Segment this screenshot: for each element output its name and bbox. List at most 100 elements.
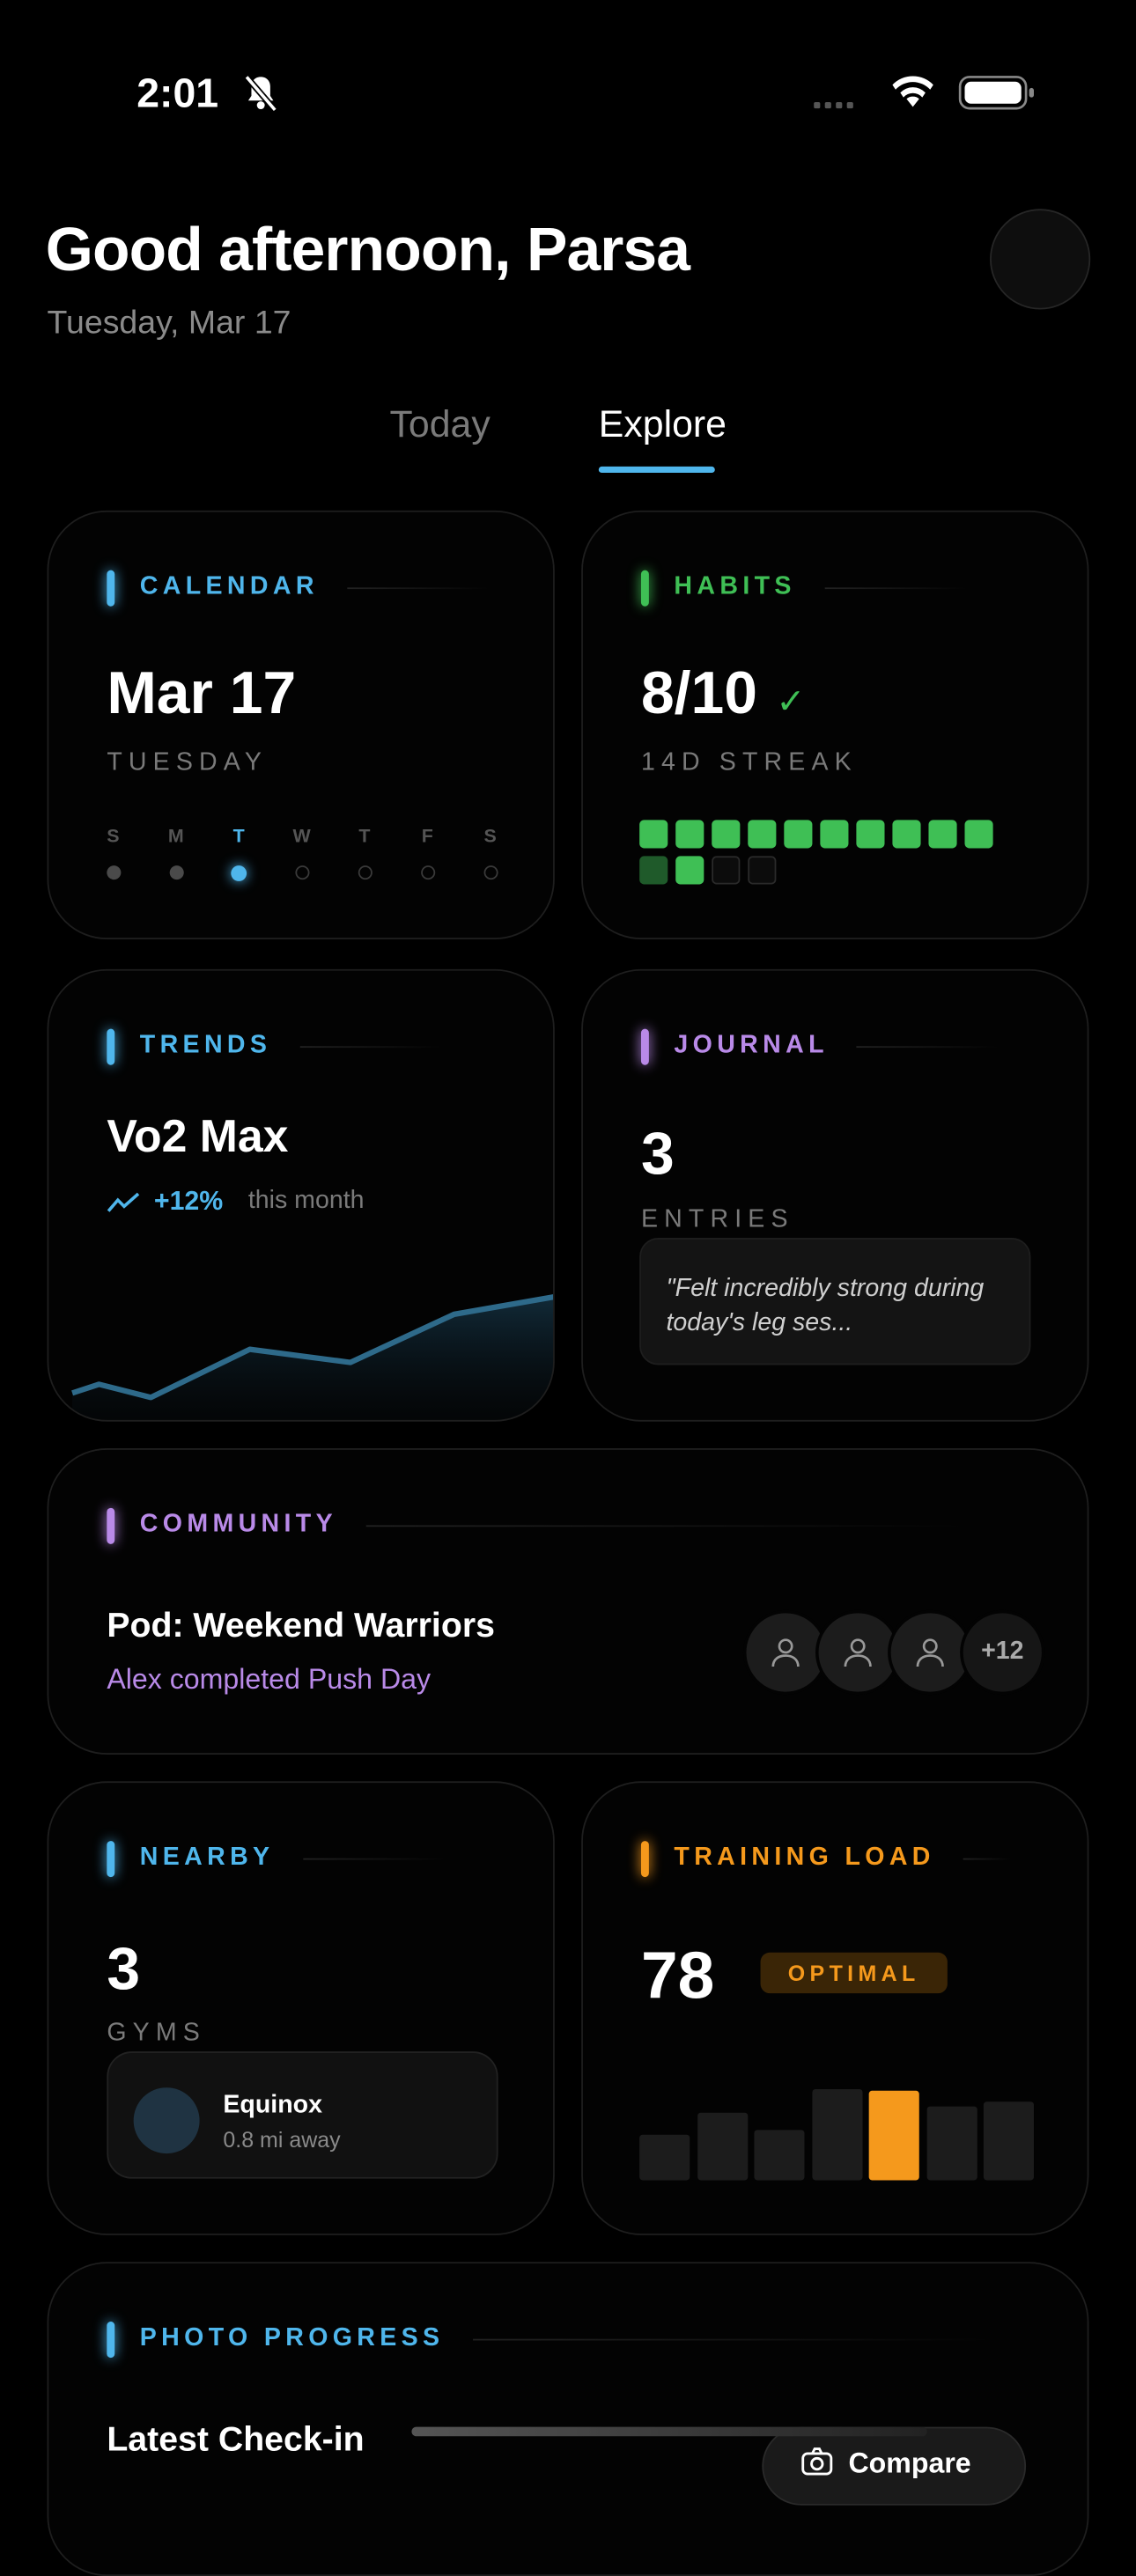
- trend-chart: [71, 1294, 554, 1420]
- training-load-bar: [754, 2130, 805, 2181]
- member-avatar: [888, 1609, 973, 1696]
- photo-progress-title: Latest Check-in: [107, 2418, 365, 2459]
- training-load-bar: [697, 2112, 748, 2181]
- nearby-card[interactable]: NEARBY 3 GYMS Equinox 0.8 mi away: [47, 1781, 555, 2235]
- habits-card[interactable]: HABITS 8/10 ✓ 14D STREAK: [581, 510, 1089, 939]
- quote-text: "Felt incredibly strong during today's l…: [666, 1275, 985, 1337]
- status-badge: OPTIMAL: [760, 1952, 948, 1994]
- habit-day-done: [639, 820, 668, 849]
- card-label: TRAINING LOAD: [674, 1844, 935, 1871]
- habit-day-done: [675, 856, 704, 885]
- training-load-bar: [983, 2101, 1035, 2181]
- card-label: HABITS: [674, 573, 796, 600]
- weekday-3[interactable]: W: [278, 825, 326, 880]
- gym-item[interactable]: Equinox 0.8 mi away: [107, 2051, 498, 2179]
- training-load-bar: [926, 2106, 977, 2181]
- training-load-bar: [868, 2090, 919, 2181]
- habits-count: 8/10: [640, 661, 757, 728]
- card-label: COMMUNITY: [139, 1511, 337, 1538]
- community-card[interactable]: COMMUNITY Pod: Weekend Warriors Alex com…: [47, 1448, 1089, 1755]
- divider: [857, 1045, 999, 1048]
- training-load-bar: [811, 2088, 862, 2181]
- header-date: Tuesday, Mar 17: [47, 305, 291, 342]
- habit-day-done: [928, 820, 957, 849]
- profile-avatar[interactable]: [990, 209, 1091, 310]
- status-time: 2:01: [136, 69, 219, 117]
- day-status-dot: [168, 865, 183, 880]
- person-icon: [844, 1638, 872, 1667]
- trend-up-icon: [107, 1192, 140, 1212]
- accent-bar: [107, 1840, 115, 1877]
- bell-slash-icon: [244, 75, 277, 113]
- habit-day-done: [712, 820, 741, 849]
- calendar-weekday: TUESDAY: [107, 749, 269, 776]
- day-status-dot: [483, 865, 498, 880]
- battery-icon: [958, 76, 1035, 110]
- habits-value: 8/10 ✓: [641, 665, 805, 725]
- signal-dots-icon: [814, 101, 853, 109]
- card-label: NEARBY: [139, 1844, 275, 1871]
- card-label: JOURNAL: [674, 1032, 829, 1059]
- tab-today[interactable]: Today: [389, 403, 491, 446]
- journal-count: 3: [640, 1121, 675, 1188]
- accent-bar: [640, 1840, 649, 1877]
- pod-name: Pod: Weekend Warriors: [107, 1605, 495, 1645]
- member-avatars[interactable]: +12: [742, 1609, 1045, 1696]
- weekday-letter: T: [232, 824, 245, 847]
- habit-day-done: [784, 820, 813, 849]
- greeting-title: Good afternoon, Parsa: [45, 217, 690, 284]
- weekday-1[interactable]: M: [152, 825, 200, 880]
- journal-quote[interactable]: "Felt incredibly strong during today's l…: [639, 1237, 1031, 1365]
- habit-day-partial: [639, 856, 668, 885]
- compare-label: Compare: [848, 2447, 971, 2479]
- gym-unit: GYMS: [107, 2020, 206, 2047]
- weekday-4[interactable]: T: [341, 825, 388, 880]
- tab-explore[interactable]: Explore: [598, 403, 727, 446]
- extra-members-count: +12: [960, 1609, 1045, 1696]
- weekday-2[interactable]: T: [215, 825, 262, 881]
- weekday-0[interactable]: S: [90, 825, 137, 880]
- gym-logo: [133, 2087, 200, 2154]
- gym-distance: 0.8 mi away: [223, 2126, 341, 2153]
- card-label: TRENDS: [139, 1032, 272, 1059]
- card-label: PHOTO PROGRESS: [139, 2324, 445, 2352]
- accent-bar: [107, 1506, 115, 1543]
- weekday-letter: W: [292, 824, 311, 847]
- trends-metric: Vo2 Max: [107, 1112, 289, 1163]
- divider: [299, 1045, 441, 1048]
- wifi-icon: [892, 76, 933, 107]
- trend-change: +12%: [153, 1186, 224, 1216]
- weekday-letter: T: [358, 824, 371, 847]
- day-status-dot: [231, 865, 247, 881]
- member-avatar: [742, 1609, 829, 1696]
- person-icon: [771, 1638, 800, 1667]
- weekday-letter: S: [483, 824, 497, 847]
- weekday-5[interactable]: F: [404, 825, 452, 880]
- divider: [302, 1857, 445, 1859]
- compare-button[interactable]: Compare: [762, 2426, 1027, 2506]
- accent-bar: [107, 1027, 115, 1064]
- trend-line: [71, 1294, 554, 1401]
- trend-period: this month: [247, 1187, 365, 1215]
- trends-card[interactable]: TRENDS Vo2 Max +12% this month: [47, 968, 555, 1422]
- habit-day-done: [675, 820, 704, 849]
- training-load-card[interactable]: TRAINING LOAD 78 OPTIMAL: [581, 1781, 1089, 2235]
- weekday-6[interactable]: S: [467, 825, 514, 880]
- tab-active-indicator: [598, 466, 715, 474]
- day-status-dot: [357, 865, 372, 880]
- photo-progress-card[interactable]: PHOTO PROGRESS Latest Check-in Compare: [47, 2262, 1089, 2576]
- person-icon: [916, 1638, 944, 1667]
- day-status-dot: [420, 865, 435, 880]
- habit-day-done: [748, 820, 777, 849]
- calendar-card[interactable]: CALENDAR Mar 17 TUESDAY S M T W T F S: [47, 510, 555, 939]
- divider: [472, 2337, 992, 2340]
- habit-day-done: [820, 820, 849, 849]
- habit-day-empty: [712, 856, 741, 885]
- gym-name: Equinox: [223, 2092, 322, 2119]
- journal-card[interactable]: JOURNAL 3 ENTRIES "Felt incredibly stron…: [581, 968, 1089, 1422]
- home-indicator[interactable]: [411, 2426, 927, 2437]
- day-status-dot: [106, 865, 121, 880]
- habit-day-done: [964, 820, 993, 849]
- weekday-letter: M: [167, 824, 184, 847]
- training-load-bar: [639, 2134, 690, 2181]
